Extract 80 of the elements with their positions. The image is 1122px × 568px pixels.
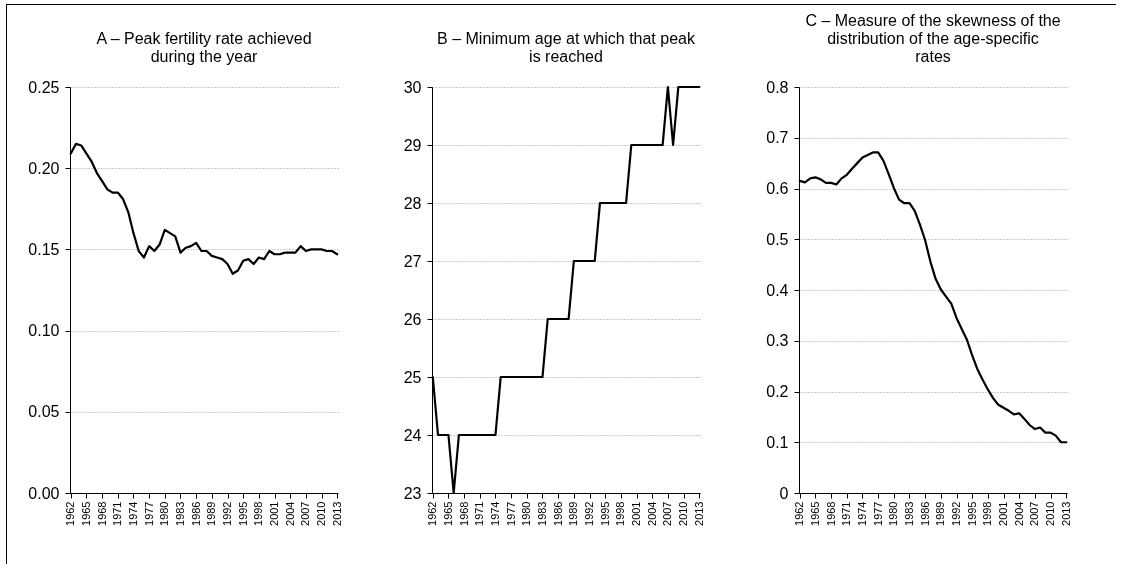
x-tick-label: 1980 — [520, 501, 533, 526]
x-tick-label: 2013 — [330, 501, 343, 526]
y-tick-label: 24 — [403, 426, 422, 444]
x-tick-label: 2010 — [315, 501, 328, 526]
x-tick-label: 2001 — [997, 501, 1010, 526]
x-tick-label: 1977 — [142, 501, 155, 526]
x-tick-label: 1977 — [504, 501, 517, 526]
x-tick-label: 1986 — [918, 501, 931, 526]
x-tick-label: 1971 — [840, 501, 853, 526]
x-tick-label: 1962 — [64, 501, 77, 526]
chart-title: C – Measure of the skewness of the distribution of the age-specific rates — [805, 12, 1061, 65]
chart-title: A – Peak fertility rate achieved during the year — [96, 30, 312, 65]
chart-title: B – Minimum age at which that peak is reached — [437, 30, 696, 65]
x-tick-label: 1992 — [583, 501, 596, 526]
x-tick-label: 1968 — [824, 501, 837, 526]
x-tick-label: 1965 — [79, 501, 92, 526]
x-tick-label: 2010 — [677, 501, 690, 526]
x-tick-label: 1968 — [95, 501, 108, 526]
y-tick-label: 0.6 — [766, 180, 789, 197]
x-tick-label: 1965 — [808, 501, 821, 526]
x-tick-label: 2013 — [692, 501, 705, 526]
x-tick-label: 1986 — [551, 501, 564, 526]
x-tick-label: 1983 — [902, 501, 915, 526]
y-tick-label: 30 — [403, 78, 422, 96]
y-tick-label: 27 — [403, 252, 422, 270]
x-tick-label: 1980 — [887, 501, 900, 526]
y-tick-label: 26 — [403, 310, 422, 328]
x-tick-label: 1995 — [236, 501, 249, 526]
y-tick-label: 0.8 — [766, 78, 789, 96]
y-tick-label: 23 — [403, 484, 422, 502]
x-tick-label: 1962 — [426, 501, 439, 526]
x-tick-label: 1992 — [221, 501, 234, 526]
y-tick-label: 0.5 — [766, 230, 789, 248]
x-tick-label: 1968 — [457, 501, 470, 526]
x-tick-label: 1971 — [111, 501, 124, 526]
y-tick-label: 0 — [779, 484, 789, 502]
x-tick-label: 1974 — [488, 501, 501, 526]
x-tick-label: 2001 — [630, 501, 643, 526]
x-tick-label: 1989 — [567, 501, 580, 526]
y-tick-label: 0.10 — [28, 322, 60, 340]
x-tick-label: 2007 — [661, 501, 674, 526]
y-tick-label: 25 — [403, 368, 422, 386]
x-tick-label: 1995 — [598, 501, 611, 526]
x-tick-label: 1998 — [252, 501, 265, 526]
x-tick-label: 1998 — [614, 501, 627, 526]
y-tick-label: 0.15 — [28, 240, 60, 258]
x-tick-label: 2004 — [283, 501, 296, 526]
y-tick-label: 28 — [403, 194, 422, 212]
x-tick-label: 2007 — [299, 501, 312, 526]
x-tick-label: 1986 — [189, 501, 202, 526]
y-tick-label: 0.05 — [28, 403, 60, 421]
x-tick-label: 1980 — [158, 501, 171, 526]
x-tick-label: 2007 — [1028, 501, 1041, 526]
x-tick-label: 1974 — [855, 501, 868, 526]
x-tick-label: 1995 — [965, 501, 978, 526]
y-tick-label: 0.2 — [766, 383, 789, 400]
x-tick-label: 1989 — [934, 501, 947, 526]
x-tick-label: 1983 — [535, 501, 548, 526]
x-tick-label: 2004 — [645, 501, 658, 526]
y-tick-label: 0.1 — [766, 433, 789, 451]
x-tick-label: 1962 — [793, 501, 806, 526]
x-tick-label: 1992 — [950, 501, 963, 526]
x-tick-label: 2004 — [1012, 501, 1025, 526]
x-tick-label: 1965 — [441, 501, 454, 526]
y-tick-label: 0.00 — [28, 484, 60, 502]
x-tick-label: 2010 — [1044, 501, 1057, 526]
y-tick-label: 0.25 — [28, 78, 60, 96]
y-tick-label: 29 — [403, 136, 422, 154]
y-tick-label: 0.20 — [28, 159, 60, 177]
x-tick-label: 1989 — [205, 501, 218, 526]
x-tick-label: 1998 — [981, 501, 994, 526]
x-tick-label: 2001 — [268, 501, 281, 526]
x-tick-label: 1983 — [173, 501, 186, 526]
y-tick-label: 0.4 — [766, 281, 789, 299]
y-tick-label: 0.7 — [766, 129, 789, 147]
x-tick-label: 1971 — [473, 501, 486, 526]
x-tick-label: 2013 — [1059, 501, 1072, 526]
y-tick-label: 0.3 — [766, 332, 789, 350]
x-tick-label: 1974 — [126, 501, 139, 526]
x-tick-label: 1977 — [871, 501, 884, 526]
